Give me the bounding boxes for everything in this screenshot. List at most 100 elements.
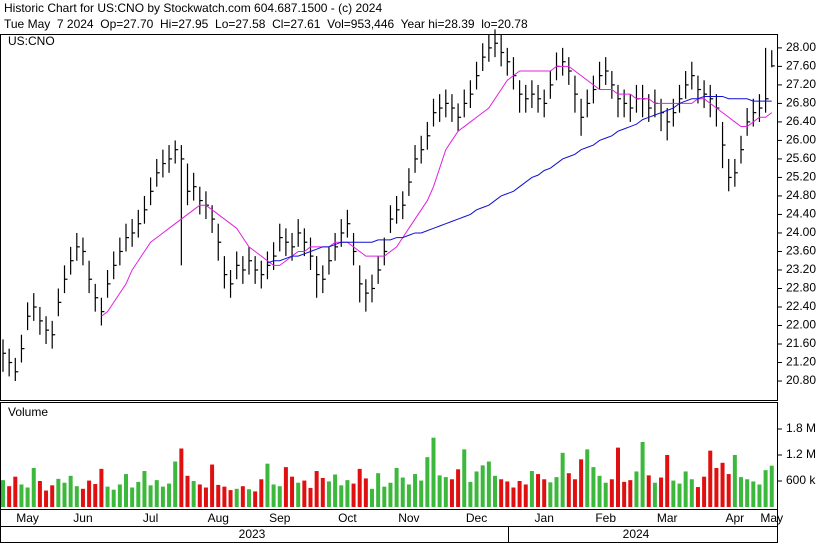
- y-tick-label: 21.60: [786, 336, 816, 350]
- volume-bar: [603, 482, 608, 507]
- volume-bar: [591, 467, 596, 507]
- volume-bar: [259, 479, 264, 507]
- volume-bar: [167, 483, 172, 507]
- volume-bar: [117, 484, 122, 507]
- x-tick-label: Jan: [535, 511, 554, 525]
- volume-bar: [7, 486, 12, 507]
- volume-bar: [203, 487, 208, 507]
- volume-bar: [443, 477, 448, 507]
- y-tick-label: 25.60: [786, 151, 816, 165]
- y-tick-label: 22.00: [786, 318, 816, 332]
- volume-bar: [197, 484, 202, 507]
- volume-bar: [376, 473, 381, 507]
- volume-bar: [536, 474, 541, 507]
- volume-bar: [326, 481, 331, 507]
- y-tick-label: 28.00: [786, 40, 816, 54]
- volume-bar: [68, 475, 73, 507]
- volume-bar: [80, 488, 85, 507]
- volume-bar: [634, 471, 639, 507]
- volume-bar: [523, 484, 528, 507]
- volume-bar: [191, 481, 196, 507]
- volume-bar: [333, 474, 338, 507]
- volume-bar: [185, 475, 190, 507]
- x-tick-label: Oct: [338, 511, 357, 525]
- volume-bar: [25, 487, 30, 507]
- volume-bar: [93, 484, 98, 507]
- volume-bar: [456, 469, 461, 507]
- volume-bar: [240, 486, 245, 507]
- volume-bar: [646, 475, 651, 507]
- y-tick-label: 27.60: [786, 59, 816, 73]
- moving-average: [267, 95, 772, 264]
- volume-bar: [708, 450, 713, 507]
- volume-bar: [609, 479, 614, 507]
- volume-bar: [542, 479, 547, 507]
- volume-bar: [283, 467, 288, 507]
- x-tick-label: Jul: [143, 511, 158, 525]
- volume-bar: [357, 468, 362, 507]
- volume-bar: [425, 457, 430, 507]
- volume-bar: [302, 480, 307, 507]
- volume-bar: [13, 476, 18, 507]
- volume-bar: [683, 471, 688, 507]
- x-tick-label: Feb: [595, 511, 616, 525]
- legend: US:CNO: [8, 34, 55, 48]
- volume-bar: [702, 476, 707, 507]
- y-tick-label: 25.20: [786, 170, 816, 184]
- volume-bar: [419, 480, 424, 507]
- volume-bar: [616, 447, 620, 507]
- y-tick-label: 23.20: [786, 262, 816, 276]
- volume-bar: [148, 485, 153, 507]
- volume-bar: [659, 477, 664, 507]
- volume-bar: [714, 468, 719, 507]
- y-tick-label: 27.20: [786, 77, 816, 91]
- volume-bar: [44, 490, 49, 507]
- volume-bar: [382, 486, 387, 507]
- x-tick-label: May: [760, 511, 783, 525]
- y-tick-label: 26.40: [786, 114, 816, 128]
- volume-bar: [579, 459, 584, 507]
- y-tick-label: 22.40: [786, 299, 816, 313]
- volume-bar: [222, 486, 227, 507]
- volume-bar: [124, 474, 128, 507]
- volume-bar: [31, 468, 36, 507]
- y-tick-label: 600 k: [786, 473, 816, 487]
- volume-bar: [505, 481, 510, 507]
- volume-bar: [622, 481, 627, 507]
- volume-bar: [671, 480, 676, 507]
- volume-bar: [19, 484, 24, 507]
- volume-bar: [689, 479, 694, 507]
- volume-title: Volume: [8, 405, 48, 419]
- volume-bar: [394, 468, 399, 507]
- y-tick-label: 26.00: [786, 133, 816, 147]
- volume-bar: [652, 482, 657, 507]
- x-tick-label: Nov: [398, 511, 419, 525]
- volume-bar: [62, 482, 67, 507]
- y-tick-label: 24.80: [786, 188, 816, 202]
- volume-bar: [726, 474, 731, 507]
- year-label: 2024: [623, 527, 650, 541]
- volume-bar: [548, 482, 553, 507]
- volume-bar: [271, 484, 276, 507]
- y-tick-label: 1.8 M: [786, 421, 816, 435]
- volume-bar: [720, 462, 725, 507]
- y-tick-label: 21.20: [786, 355, 816, 369]
- volume-bar: [351, 483, 356, 507]
- volume-bar: [136, 481, 141, 507]
- volume-bar: [413, 474, 418, 507]
- x-tick-label: May: [16, 511, 39, 525]
- volume-bar: [105, 486, 110, 507]
- volume-bar: [511, 487, 516, 507]
- volume-bar: [142, 471, 147, 507]
- volume-bar: [566, 473, 571, 507]
- volume-bar: [111, 489, 116, 507]
- volume-bar: [628, 480, 633, 507]
- volume-bar: [87, 480, 92, 507]
- y-tick-label: 22.80: [786, 281, 816, 295]
- volume-bar: [296, 482, 301, 507]
- volume-bar: [449, 479, 454, 507]
- price-panel: [0, 34, 778, 401]
- volume-bar: [277, 486, 282, 507]
- volume-bar: [474, 471, 479, 507]
